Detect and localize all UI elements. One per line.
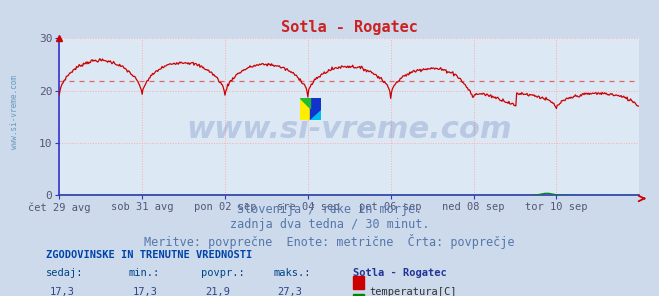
Text: 21,9: 21,9	[205, 287, 230, 296]
Text: povpr.:: povpr.:	[201, 268, 244, 278]
Text: ZGODOVINSKE IN TRENUTNE VREDNOSTI: ZGODOVINSKE IN TRENUTNE VREDNOSTI	[46, 250, 252, 260]
Text: 17,3: 17,3	[50, 287, 75, 296]
Text: min.:: min.:	[129, 268, 159, 278]
Bar	[300, 98, 310, 120]
Polygon shape	[300, 98, 310, 108]
Text: temperatura[C]: temperatura[C]	[370, 287, 457, 296]
Polygon shape	[310, 110, 321, 120]
Bar	[310, 98, 321, 120]
Text: Meritve: povprečne  Enote: metrične  Črta: povprečje: Meritve: povprečne Enote: metrične Črta:…	[144, 234, 515, 249]
Text: 17,3: 17,3	[132, 287, 158, 296]
Title: Sotla - Rogatec: Sotla - Rogatec	[281, 20, 418, 35]
Text: www.si-vreme.com: www.si-vreme.com	[186, 115, 512, 144]
Text: sedaj:: sedaj:	[46, 268, 84, 278]
Text: maks.:: maks.:	[273, 268, 311, 278]
Text: zadnja dva tedna / 30 minut.: zadnja dva tedna / 30 minut.	[230, 218, 429, 231]
Text: Sotla - Rogatec: Sotla - Rogatec	[353, 268, 446, 278]
Text: www.si-vreme.com: www.si-vreme.com	[10, 75, 19, 149]
Text: Slovenija / reke in morje.: Slovenija / reke in morje.	[237, 203, 422, 216]
Text: 27,3: 27,3	[277, 287, 302, 296]
